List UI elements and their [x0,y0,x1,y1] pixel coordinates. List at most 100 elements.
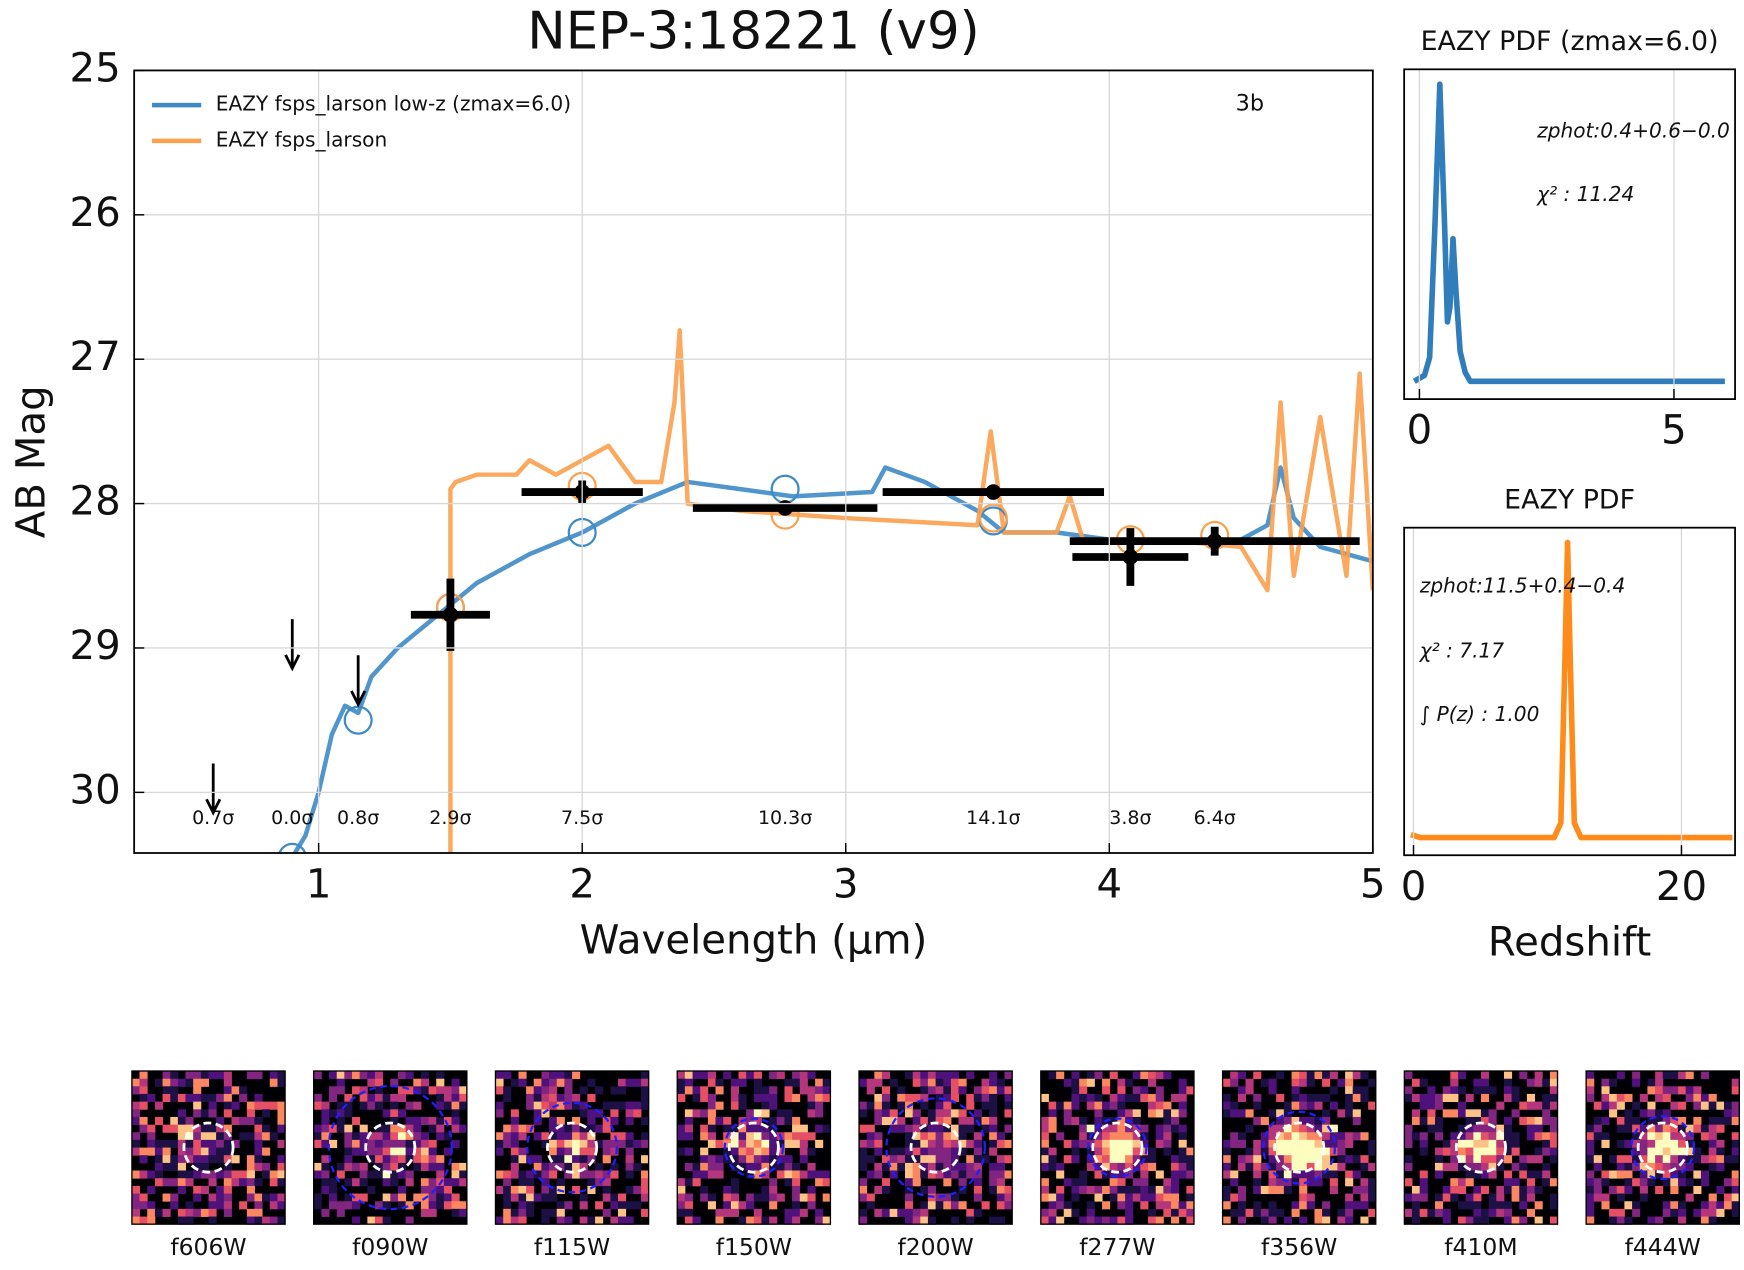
cutout-pixel [1276,1093,1285,1103]
axes-frame [1403,68,1736,401]
cutout-pixel [1526,1101,1535,1110]
cutout-pixel [889,1155,898,1164]
cutout-pixel [618,1208,627,1217]
cutout-pixel [602,1170,611,1179]
cutout-pixel [1306,1093,1315,1103]
cutout-pixel [564,1086,573,1095]
cutout-pixel [549,1124,558,1133]
cutout-pixel [1549,1093,1559,1103]
cutout-pixel [881,1086,891,1095]
cutout-pixel [1503,1093,1513,1103]
cutout-pixel [625,1162,634,1172]
cutout-pixel [958,1162,967,1172]
aperture-inner [364,1121,417,1174]
cutout-pixel [185,1071,194,1080]
cutout-pixel [1458,1201,1467,1210]
cutout-pixel [1503,1116,1513,1126]
cutout-pixel [1465,1132,1474,1141]
cutout-pixel [1268,1155,1277,1164]
cutout-pixel [397,1139,407,1148]
cutout-pixel [784,1132,793,1141]
cutout-pixel [1731,1086,1740,1095]
cutout-pixel [185,1201,194,1210]
cutout-pixel [1048,1147,1057,1156]
cutout-pixel [587,1139,596,1148]
cutout-pixel [1458,1147,1467,1156]
cutout-pixel [359,1178,368,1187]
cutout-pixel [390,1116,399,1126]
cutout-pixel [700,1086,709,1095]
cutout-pixel [1268,1185,1277,1195]
cutout-pixel [1708,1193,1717,1202]
cutout-pixel [1731,1078,1740,1087]
cutout-pixel [920,1162,929,1172]
cutout-pixel [1716,1155,1725,1164]
cutout-pixel [1102,1078,1111,1087]
cutout-pixel [443,1147,453,1156]
cutout-pixel [958,1109,967,1118]
cutout-pixel [239,1201,248,1210]
cutout-pixel [177,1170,186,1179]
cutout-pixel [541,1170,550,1179]
cutout-pixel [1125,1155,1134,1164]
cutout-pixel [1458,1139,1467,1148]
cutout-pixel [1662,1178,1671,1187]
cutout-pixel [1586,1124,1595,1133]
cutout-pixel [231,1101,240,1110]
cutout-pixel [1503,1216,1513,1225]
cutout-pixel [1079,1216,1088,1225]
cutout-pixel [935,1124,944,1133]
cutout-pixel [313,1170,322,1179]
cutout-pixel [866,1124,875,1133]
cutout-pixel [1071,1078,1080,1087]
cutout-pixel [1609,1208,1618,1217]
cutout-pixel [1624,1155,1633,1164]
cutout-pixel [1488,1201,1497,1210]
cutout-pixel [1276,1178,1285,1187]
cutout-pixel [239,1093,248,1103]
cutout-pixel [526,1101,535,1110]
cutout-pixel [556,1116,565,1126]
cutout-pixel [1662,1147,1671,1156]
cutout-pixel [390,1101,399,1110]
cutout-pixel [208,1139,217,1148]
cutout-pixel [684,1201,693,1210]
cutout-pixel [1542,1116,1551,1126]
cutout-pixel [587,1185,596,1195]
cutout-pixel [1140,1162,1149,1172]
cutout-pixel [344,1162,353,1172]
cutout-pixel [1655,1093,1664,1103]
cutout-pixel [935,1147,944,1156]
cutout-pixel [587,1170,596,1179]
cutout-pixel [1473,1216,1482,1225]
cutout-pixel [451,1116,460,1126]
cutout-pixel [131,1078,141,1087]
cutout-pixel [223,1078,232,1087]
cutout-pixel [904,1155,914,1164]
cutout-pixel [684,1178,693,1187]
cutout-pixel [1419,1078,1428,1087]
cutout-pixel [822,1086,831,1095]
cutout-pixel [723,1139,732,1148]
cutout-pixel [277,1078,286,1087]
cutout-pixel [556,1078,565,1087]
cutout-pixel [177,1162,186,1172]
cutout-pixel [610,1101,619,1110]
cutout-pixel [707,1078,716,1087]
cutout-pixel [564,1101,573,1110]
cutout-pixel [981,1124,990,1133]
cutout-pixel [1601,1132,1610,1141]
cutout-pixel [1404,1208,1413,1217]
cutout-pixel [397,1093,407,1103]
cutout-pixel [1253,1155,1262,1164]
cutout-pixel [707,1170,716,1179]
cutout-pixel [1291,1147,1300,1156]
cutout-pixel [866,1139,875,1148]
cutout-pixel [185,1147,194,1156]
cutout-pixel [1314,1178,1323,1187]
cutout-pixel [223,1124,232,1133]
cutout-pixel [223,1147,232,1156]
cutout-pixel [1117,1139,1126,1148]
cutout-pixel [1465,1216,1474,1225]
cutout-pixel [428,1155,437,1164]
